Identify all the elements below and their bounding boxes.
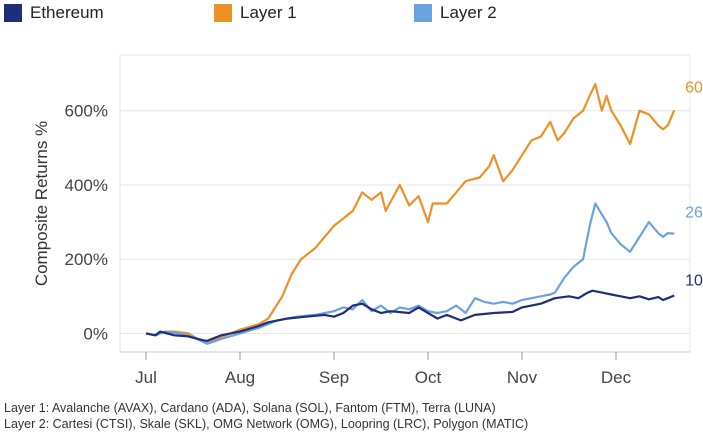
footnote-layer-1: Layer 1: Avalanche (AVAX), Cardano (ADA)… <box>4 401 496 415</box>
y-tick-label: 200% <box>65 250 108 269</box>
legend-item-layer-1[interactable]: Layer 1 <box>214 3 297 23</box>
series-line-ethereum <box>145 289 675 342</box>
series-line-layer-1 <box>145 82 676 343</box>
y-tick-label: 600% <box>65 102 108 121</box>
series-line-layer-2 <box>145 202 675 345</box>
chart-legend: Ethereum Layer 1 Layer 2 <box>0 0 703 28</box>
legend-item-layer-2[interactable]: Layer 2 <box>414 3 497 23</box>
end-label-layer-1: 600.94% <box>685 79 703 96</box>
footnote-layer-2: Layer 2: Cartesi (CTSI), Skale (SKL), OM… <box>4 417 529 431</box>
y-tick-label: 400% <box>65 176 108 195</box>
line-chart: 0% 200% 400% 600% Jul Aug Sep Oct Nov Dec Composit… <box>32 54 703 387</box>
end-label-layer-2: 269.05% <box>685 205 703 222</box>
x-tick-label: Aug <box>225 368 255 387</box>
end-label-ethereum: 102.17% <box>685 273 703 290</box>
y-tick-label: 0% <box>83 324 108 343</box>
legend-swatch-layer-1 <box>214 4 232 22</box>
x-tick-label: Sep <box>319 368 349 387</box>
legend-item-ethereum[interactable]: Ethereum <box>4 3 104 23</box>
legend-label-layer-1: Layer 1 <box>240 3 297 22</box>
x-tick-label: Nov <box>507 368 538 387</box>
legend-label-ethereum: Ethereum <box>30 3 104 22</box>
series-lines <box>145 82 676 345</box>
x-tick-label: Jul <box>135 368 157 387</box>
legend-swatch-ethereum <box>4 4 22 22</box>
axes: 0% 200% 400% 600% Jul Aug Sep Oct Nov Dec Composit… <box>32 102 690 387</box>
y-axis-title: Composite Returns % <box>32 121 51 286</box>
end-labels: 600.94% 269.05% 102.17% <box>685 79 703 289</box>
x-tick-label: Oct <box>415 368 442 387</box>
x-tick-label: Dec <box>601 368 632 387</box>
legend-label-layer-2: Layer 2 <box>440 3 497 22</box>
legend-swatch-layer-2 <box>414 4 432 22</box>
